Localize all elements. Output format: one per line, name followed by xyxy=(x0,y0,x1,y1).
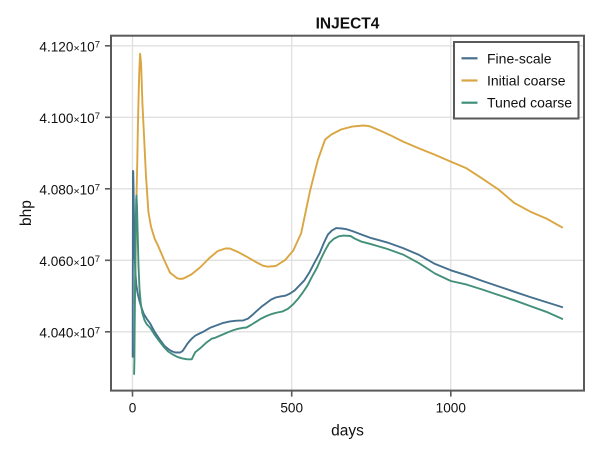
svg-text:4.060×107: 4.060×107 xyxy=(39,254,100,269)
svg-text:4.100×107: 4.100×107 xyxy=(39,111,100,126)
svg-text:INJECT4: INJECT4 xyxy=(316,16,380,33)
svg-text:bhp: bhp xyxy=(18,200,35,226)
svg-text:4.040×107: 4.040×107 xyxy=(39,325,100,340)
svg-text:1000: 1000 xyxy=(436,400,467,415)
svg-text:days: days xyxy=(331,423,364,440)
svg-text:4.120×107: 4.120×107 xyxy=(39,39,100,54)
svg-text:500: 500 xyxy=(280,400,303,415)
svg-text:4.080×107: 4.080×107 xyxy=(39,182,100,197)
svg-text:Fine-scale: Fine-scale xyxy=(487,50,552,66)
svg-text:Initial coarse: Initial coarse xyxy=(487,73,566,89)
svg-text:0: 0 xyxy=(129,400,137,415)
svg-text:Tuned coarse: Tuned coarse xyxy=(487,95,572,111)
